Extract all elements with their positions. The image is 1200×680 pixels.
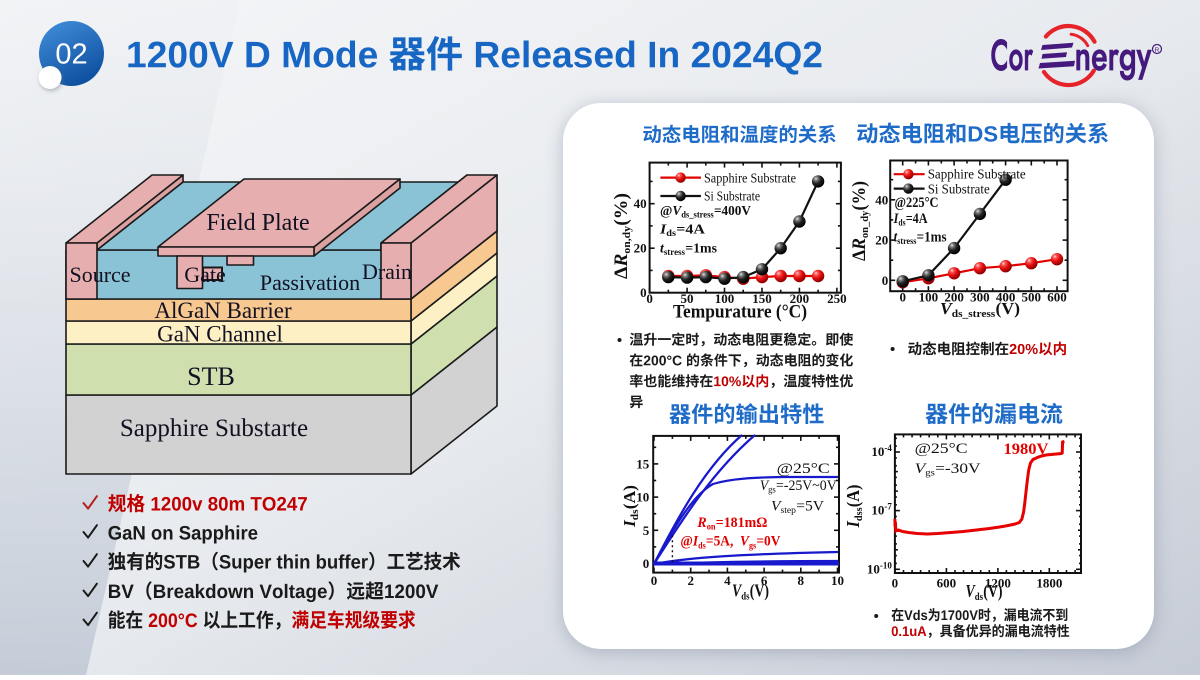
svg-text:Gate: Gate [184, 262, 226, 287]
svg-text:0: 0 [643, 556, 650, 571]
svg-text:Idss (A): Idss (A) [843, 484, 865, 528]
svg-text:Vgs =-30V: Vgs =-30V [915, 461, 982, 478]
svg-text:GaN Channel: GaN Channel [157, 322, 283, 347]
svg-text:100: 100 [715, 291, 735, 306]
svg-text:1200: 1200 [985, 576, 1011, 591]
svg-text:Sapphire Substrate: Sapphire Substrate [704, 170, 796, 185]
svg-text:Vds (V): Vds (V) [966, 581, 1003, 603]
svg-text:Ids =4A: Ids =4A [659, 223, 706, 239]
svg-text:200: 200 [944, 290, 964, 305]
svg-text:10: 10 [636, 490, 649, 505]
svg-text:20: 20 [875, 233, 888, 248]
svg-text:50: 50 [681, 291, 694, 306]
svg-text:Source: Source [69, 262, 130, 287]
svg-text:600: 600 [1047, 290, 1067, 305]
svg-text:AlGaN Barrier: AlGaN Barrier [154, 298, 292, 323]
svg-text:0: 0 [640, 285, 647, 300]
svg-text:500: 500 [1022, 290, 1042, 305]
svg-text:0: 0 [651, 573, 658, 588]
svg-text:15: 15 [636, 456, 650, 471]
svg-text:Vds_stress (V): Vds_stress (V) [940, 299, 1020, 320]
svg-text:2: 2 [687, 573, 694, 588]
svg-text:10: 10 [831, 573, 844, 588]
svg-text:Si Substrate: Si Substrate [704, 188, 760, 203]
svg-text:200: 200 [790, 291, 810, 306]
svg-text:600: 600 [937, 576, 957, 591]
svg-text:0: 0 [882, 273, 889, 288]
svg-text:40: 40 [634, 196, 647, 211]
svg-text:@Vds_stress =400V: @Vds_stress =400V [660, 204, 751, 220]
svg-text:Si Substrate: Si Substrate [928, 182, 990, 197]
svg-text:0: 0 [899, 290, 906, 305]
svg-text:02: 02 [55, 39, 87, 71]
svg-text:0: 0 [892, 576, 899, 591]
svg-text:8: 8 [798, 573, 805, 588]
svg-text:6: 6 [761, 573, 768, 588]
svg-text:@25°C: @25°C [915, 441, 968, 457]
svg-text:R: R [1155, 47, 1160, 54]
svg-text:Ron =181mΩ: Ron =181mΩ [696, 515, 767, 532]
svg-text:5: 5 [643, 523, 650, 538]
svg-text:@225°C: @225°C [895, 195, 939, 211]
svg-text:40: 40 [875, 192, 888, 207]
svg-text:Tempurature (°C): Tempurature (°C) [673, 303, 807, 323]
svg-text:Sapphire Substrate: Sapphire Substrate [928, 167, 1026, 182]
svg-text:@25°C: @25°C [777, 461, 830, 477]
svg-text:1980V: 1980V [1004, 441, 1050, 458]
svg-text:tstress =1ms: tstress =1ms [894, 229, 947, 246]
svg-text:Drain: Drain [362, 259, 412, 284]
svg-text:250: 250 [827, 291, 847, 306]
svg-text:1800: 1800 [1036, 576, 1062, 591]
svg-text:STB: STB [187, 362, 235, 391]
svg-text:400: 400 [996, 290, 1016, 305]
svg-text:Vstep =5V: Vstep =5V [771, 499, 825, 516]
svg-text:Ids =4A: Ids =4A [893, 211, 928, 228]
svg-text:20: 20 [634, 241, 647, 256]
svg-text:300: 300 [970, 290, 990, 305]
svg-text:@Ids =5A, Vgs =0V: @Ids =5A, Vgs =0V [680, 534, 780, 551]
svg-text:Vds (V): Vds (V) [732, 581, 769, 603]
svg-text:4: 4 [724, 573, 731, 588]
svg-text:Sapphire Substarte: Sapphire Substarte [120, 415, 308, 442]
svg-text:0: 0 [646, 291, 653, 306]
svg-text:Field Plate: Field Plate [206, 210, 309, 236]
svg-text:100: 100 [919, 290, 939, 305]
svg-text:Ids (A): Ids (A) [620, 485, 641, 528]
svg-text:Vgs =-25V~0V: Vgs =-25V~0V [760, 478, 838, 495]
svg-text:Passivation: Passivation [260, 270, 360, 295]
svg-text:150: 150 [752, 291, 772, 306]
svg-text:ΔRon_dy (%): ΔRon_dy (%) [850, 181, 871, 261]
svg-text:ΔRon,dy (%): ΔRon,dy (%) [612, 193, 633, 279]
svg-text:tstress =1ms: tstress =1ms [660, 242, 718, 258]
